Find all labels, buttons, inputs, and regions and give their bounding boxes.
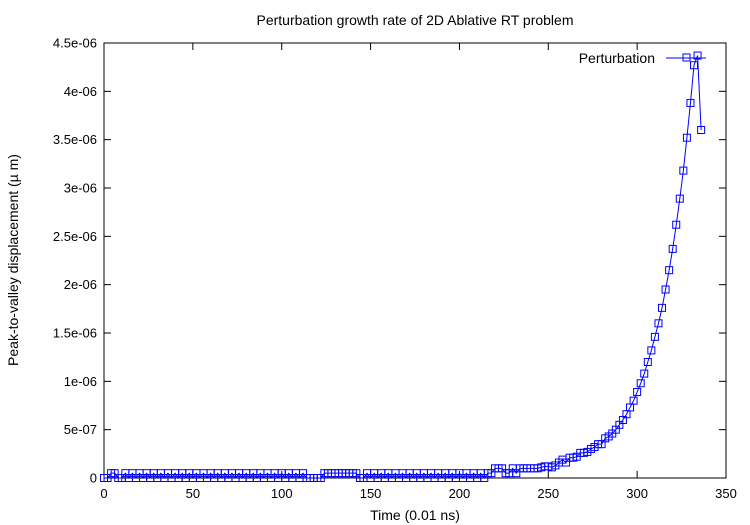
x-axis-label: Time (0.01 ns): [370, 507, 460, 523]
data-point: [640, 369, 649, 378]
data-point: [697, 126, 706, 134]
y-tick-label: 3e-06: [64, 181, 97, 196]
y-axis-label: Peak-to-valley displacement (µ m): [5, 154, 21, 366]
series-line-perturbation: [104, 55, 702, 479]
x-tick-label: 50: [186, 486, 200, 501]
x-tick-label: 350: [715, 486, 737, 501]
y-tick-label: 3.5e-06: [53, 132, 97, 147]
data-point: [690, 61, 699, 70]
x-tick-label: 100: [271, 486, 293, 501]
data-point: [661, 285, 670, 294]
data-point: [647, 346, 656, 355]
y-tick-label: 2e-06: [64, 277, 97, 292]
data-point: [682, 133, 691, 142]
data-point: [668, 244, 677, 253]
data-point: [686, 98, 695, 107]
data-point: [643, 358, 652, 366]
plot-frame: [103, 42, 727, 479]
x-tick-label: 0: [100, 486, 107, 501]
y-tick-label: 0: [90, 471, 97, 486]
legend-marker-perturbation: [682, 53, 691, 62]
x-axis-ticks: 0 50 100 150 200 250 300 350: [100, 43, 737, 501]
x-tick-label: 300: [626, 486, 648, 501]
data-point: [658, 303, 667, 312]
y-tick-label: 1e-06: [64, 374, 97, 389]
legend-label-perturbation: Perturbation: [579, 50, 655, 66]
legend: Perturbation: [579, 50, 706, 66]
y-tick-label: 4e-06: [64, 84, 97, 99]
data-point: [679, 166, 688, 175]
y-tick-label: 4.5e-06: [53, 36, 97, 51]
x-tick-label: 200: [449, 486, 471, 501]
data-point: [672, 220, 681, 229]
x-tick-label: 150: [360, 486, 382, 501]
series-layer: [100, 51, 706, 482]
y-tick-label: 5e-07: [64, 422, 97, 437]
y-tick-label: 1.5e-06: [53, 326, 97, 341]
data-point: [665, 266, 674, 275]
data-point: [693, 51, 702, 60]
y-tick-label: 2.5e-06: [53, 229, 97, 244]
data-point: [636, 379, 645, 388]
data-point: [633, 387, 642, 396]
data-point: [629, 396, 638, 405]
data-point: [654, 319, 663, 328]
data-point: [650, 332, 659, 341]
chart-title: Perturbation growth rate of 2D Ablative …: [257, 12, 574, 28]
data-point: [675, 194, 684, 203]
x-tick-label: 250: [537, 486, 559, 501]
y-axis-ticks: 0 5e-07 1e-06 1.5e-06 2e-06 2.5e-06 3e-06 3.5e-…: [53, 36, 726, 486]
